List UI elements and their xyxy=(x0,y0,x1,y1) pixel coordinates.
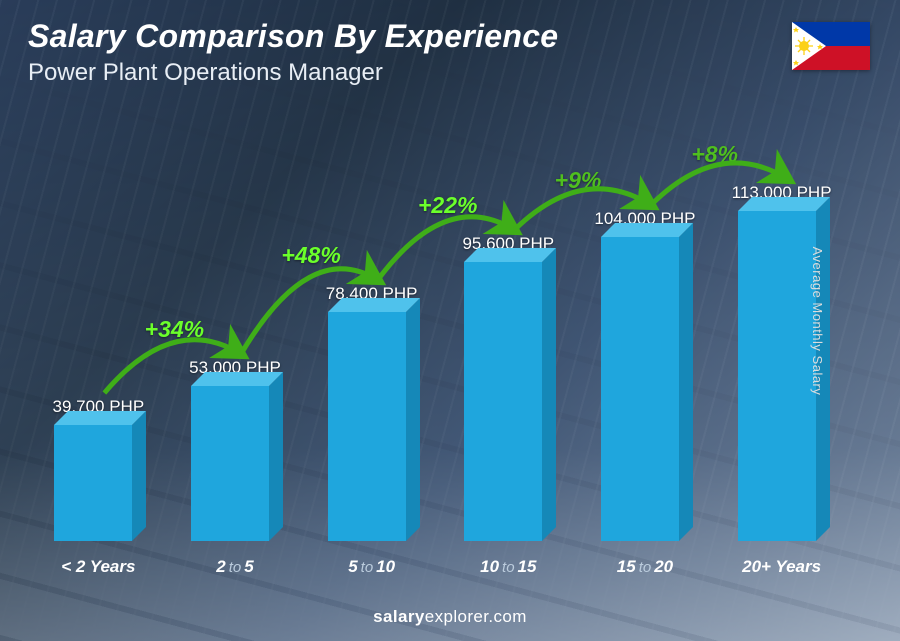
bar-4: 104,000 PHP xyxy=(585,209,705,541)
header: Salary Comparison By Experience Power Pl… xyxy=(28,18,558,87)
pct-label-0: +34% xyxy=(145,316,204,343)
footer-rest: explorer.com xyxy=(425,607,527,626)
pct-label-3: +9% xyxy=(555,167,602,194)
footer-bold: salary xyxy=(373,607,425,626)
bar-3: 95,600 PHP xyxy=(448,234,568,541)
bar-3d xyxy=(328,312,416,541)
x-label-5: 20+ Years xyxy=(722,557,842,577)
bar-1: 53,000 PHP xyxy=(175,358,295,541)
bar-3d xyxy=(191,386,279,541)
chart-title: Salary Comparison By Experience xyxy=(28,18,558,55)
x-axis-labels: < 2 Years 2to5 5to10 10to15 15to20 20+ Years xyxy=(30,557,850,577)
bar-3d xyxy=(464,262,552,541)
footer-brand: salaryexplorer.com xyxy=(0,607,900,627)
x-label-3: 10to15 xyxy=(448,557,568,577)
bar-2: 78,400 PHP xyxy=(312,284,432,541)
salary-bar-chart: 39,700 PHP53,000 PHP78,400 PHP95,600 PHP… xyxy=(30,101,850,571)
bar-3d xyxy=(601,237,689,541)
x-label-0: < 2 Years xyxy=(38,557,158,577)
y-axis-label: Average Monthly Salary xyxy=(810,246,825,395)
pct-label-2: +22% xyxy=(418,192,477,219)
flag-philippines-icon xyxy=(792,22,870,70)
chart-subtitle: Power Plant Operations Manager xyxy=(28,59,558,87)
x-label-4: 15to20 xyxy=(585,557,705,577)
x-label-1: 2to5 xyxy=(175,557,295,577)
pct-label-1: +48% xyxy=(281,242,340,269)
x-label-2: 5to10 xyxy=(312,557,432,577)
bar-0: 39,700 PHP xyxy=(38,397,158,541)
bar-3d xyxy=(54,425,142,541)
pct-label-4: +8% xyxy=(691,141,738,168)
